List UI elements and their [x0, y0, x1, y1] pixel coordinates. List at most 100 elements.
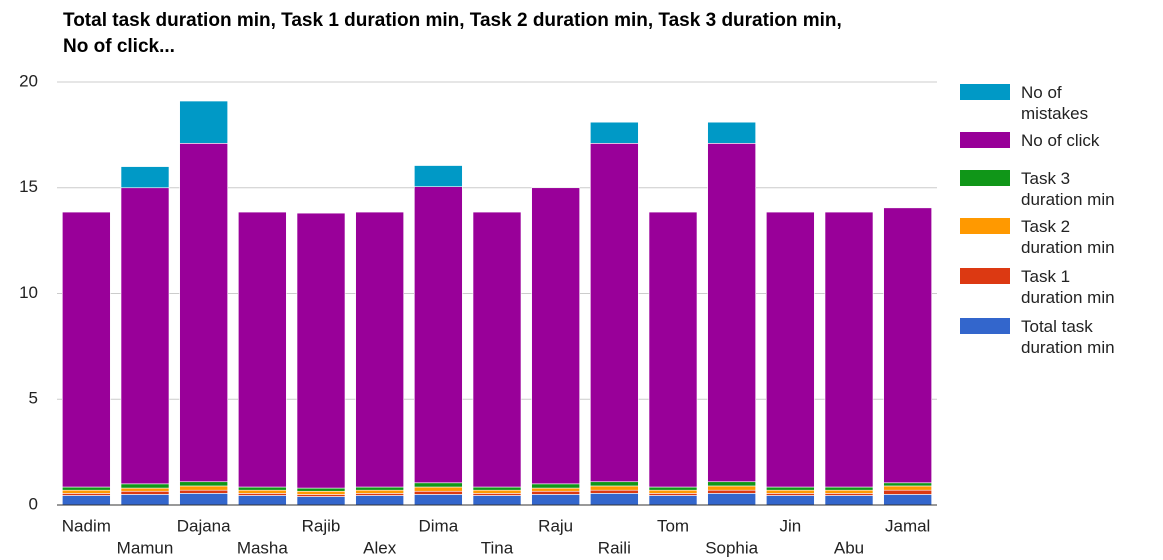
bar-segment	[62, 486, 111, 491]
x-tick-label: Raili	[598, 538, 631, 557]
x-tick-label: Masha	[237, 538, 289, 557]
bar-segment	[883, 489, 932, 495]
bar-segment	[296, 496, 346, 506]
legend-swatch	[960, 132, 1010, 148]
bar-segment	[62, 489, 111, 494]
bar-segment	[179, 489, 228, 494]
legend-item: Total task duration min	[960, 316, 1133, 358]
bar-segment	[766, 495, 815, 506]
bar-segment	[472, 211, 522, 488]
bar-segment	[472, 489, 522, 494]
x-tick-label: Jin	[779, 516, 801, 535]
bar-segment	[824, 495, 874, 506]
x-tick-label: Jamal	[885, 516, 930, 535]
bar-segment	[590, 485, 639, 491]
legend-swatch	[960, 318, 1010, 334]
legend-swatch	[960, 218, 1010, 234]
bar-segment	[120, 487, 170, 492]
legend-label: Task 1 duration min	[1021, 267, 1115, 307]
bar-segment	[824, 493, 874, 496]
x-tick-label: Rajib	[302, 516, 341, 535]
bar-segment	[355, 493, 404, 496]
bar-segment	[707, 493, 756, 506]
bar-segment	[120, 494, 170, 506]
x-tick-label: Alex	[363, 538, 397, 557]
bar-segment	[179, 481, 228, 487]
legend-item: Task 2 duration min	[960, 216, 1133, 258]
bar-segment	[238, 211, 287, 488]
bar-segment	[414, 186, 463, 484]
x-tick-label: Tina	[481, 538, 514, 557]
legend-label: Total task duration min	[1021, 317, 1115, 357]
y-tick-label: 10	[19, 283, 38, 302]
bar-segment	[590, 143, 639, 483]
legend-label: Task 3 duration min	[1021, 169, 1115, 209]
bar-segment	[766, 486, 815, 491]
bar-segment	[355, 489, 404, 494]
bar-segment	[707, 121, 756, 144]
bar-segment	[414, 165, 463, 187]
bar-segment	[824, 486, 874, 491]
bar-segment	[355, 495, 404, 506]
bar-segment	[824, 211, 874, 488]
bar-segment	[296, 494, 346, 497]
bar-segment	[120, 187, 170, 485]
bar-segment	[531, 487, 580, 492]
bar-segment	[179, 143, 228, 483]
bar-segment	[590, 493, 639, 506]
bar-segment	[120, 483, 170, 489]
bar-segment	[120, 166, 170, 189]
legend-swatch	[960, 268, 1010, 284]
bar-segment	[531, 490, 580, 495]
legend-item: Task 3 duration min	[960, 168, 1133, 210]
x-tick-label: Nadim	[62, 516, 111, 535]
bar-segment	[766, 489, 815, 494]
bar-segment	[62, 211, 111, 488]
legend-swatch	[960, 84, 1010, 100]
legend-item: No of mistakes	[960, 82, 1133, 124]
bar-segment	[179, 493, 228, 506]
bar-segment	[531, 483, 580, 489]
bar-segment	[62, 493, 111, 496]
legend-item: No of click	[960, 130, 1133, 151]
bar-segment	[648, 493, 698, 496]
x-tick-label: Mamun	[117, 538, 174, 557]
bar-segment	[590, 489, 639, 494]
x-tick-label: Raju	[538, 516, 573, 535]
bar-segment	[648, 495, 698, 506]
legend-label: Task 2 duration min	[1021, 217, 1115, 257]
bar-segment	[296, 487, 346, 492]
x-tick-label: Abu	[834, 538, 864, 557]
legend-item: Task 1 duration min	[960, 266, 1133, 308]
chart-title: Total task duration min, Task 1 duration…	[63, 10, 842, 57]
bar-segment	[707, 489, 756, 494]
bar-segment	[238, 486, 287, 491]
bar-segment	[766, 493, 815, 496]
bar-segment	[531, 187, 580, 485]
bar-segment	[648, 486, 698, 491]
bar-segment	[120, 490, 170, 495]
bar-segment	[883, 494, 932, 506]
bar-segment	[414, 486, 463, 492]
bar-segment	[472, 493, 522, 496]
bar-segment	[179, 100, 228, 144]
y-tick-label: 15	[19, 177, 38, 196]
bar-segment	[707, 143, 756, 483]
bar-segment	[355, 486, 404, 491]
bar-segment	[414, 482, 463, 488]
bar-segment	[472, 486, 522, 491]
bar-segment	[766, 211, 815, 488]
x-tick-label: Dajana	[177, 516, 231, 535]
bar-segment	[707, 481, 756, 487]
bar-segment	[62, 495, 111, 506]
bar-segment	[355, 211, 404, 488]
bar-segment	[883, 207, 932, 484]
bar-segment	[883, 482, 932, 487]
bar-segment	[238, 493, 287, 496]
y-tick-label: 5	[29, 389, 38, 408]
bar-segment	[414, 494, 463, 506]
x-tick-label: Tom	[657, 516, 689, 535]
legend-label: No of mistakes	[1021, 83, 1089, 123]
